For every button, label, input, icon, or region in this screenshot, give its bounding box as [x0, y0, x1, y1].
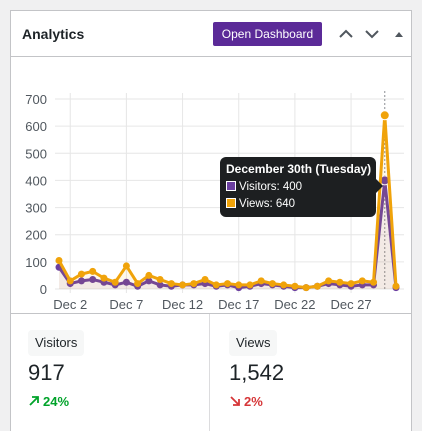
- data-point-views: [291, 282, 299, 290]
- visitors-stat-label: Visitors: [28, 330, 85, 356]
- data-point-views: [212, 281, 220, 289]
- visitors-stat-value: 917: [28, 360, 65, 385]
- data-point-views: [325, 277, 333, 285]
- data-point-views: [55, 257, 63, 264]
- data-point-views: [302, 284, 310, 292]
- tooltip-title: December 30th (Tuesday): [226, 162, 372, 176]
- y-tick-label: 300: [25, 201, 47, 216]
- data-point-views: [280, 281, 288, 289]
- data-point-views: [156, 276, 164, 283]
- caret-up-icon[interactable]: [389, 24, 409, 44]
- views-stat-value: 1,542: [229, 360, 285, 385]
- arrow-down-right-icon: [230, 396, 240, 406]
- data-point-views: [122, 262, 130, 270]
- views-stat-change: 2%: [229, 394, 263, 409]
- x-tick-label: Dec 27: [330, 297, 371, 312]
- views-stat-label: Views: [229, 330, 278, 356]
- data-point-visitors: [122, 278, 130, 286]
- widget-header: Analytics Open Dashboard: [11, 11, 411, 57]
- y-tick-label: 600: [25, 119, 47, 134]
- analytics-chart: 0 100 200 300 400 500 600 700 Dec 2 Dec 7 Dec 12 De…: [11, 58, 411, 312]
- data-point-visitors: [89, 276, 97, 283]
- data-point-views: [224, 280, 231, 288]
- data-point-views: [190, 280, 198, 288]
- x-tick-label: Dec 2: [53, 297, 87, 312]
- data-point-views: [392, 282, 400, 290]
- views-change-value: 2%: [244, 394, 263, 409]
- arrow-up-right-icon: [29, 396, 39, 406]
- data-point-views: [145, 271, 153, 279]
- y-tick-label: 200: [25, 228, 47, 243]
- data-point-views: [201, 276, 209, 283]
- x-tick-label: Dec 22: [274, 297, 315, 312]
- data-point-views: [336, 278, 344, 286]
- data-point-visitors: [156, 281, 164, 289]
- data-point-views: [100, 274, 108, 282]
- chevron-up-icon[interactable]: [336, 24, 356, 44]
- data-point-views: [347, 280, 355, 288]
- y-tick-label: 0: [40, 282, 47, 297]
- data-point-visitors: [145, 277, 153, 285]
- y-tick-label: 400: [25, 173, 47, 188]
- open-dashboard-button[interactable]: Open Dashboard: [213, 22, 322, 46]
- stat-divider: [209, 314, 210, 431]
- data-point-visitors: [77, 277, 85, 285]
- data-point-views: [77, 270, 85, 278]
- data-point-views: [167, 280, 175, 288]
- data-point-views: [179, 281, 187, 289]
- visitors-stat-change: 24%: [28, 394, 69, 409]
- x-tick-label: Dec 12: [162, 297, 203, 312]
- tooltip-views-label: Views: 640: [239, 198, 296, 210]
- tooltip-visitors-label: Visitors: 400: [239, 181, 303, 193]
- data-point-views: [358, 277, 366, 285]
- line-chart: 0 100 200 300 400 500 600 700 Dec 2 Dec 7 Dec 12 De…: [25, 91, 404, 312]
- data-point-views: [379, 110, 390, 121]
- data-point-views: [235, 281, 243, 289]
- data-point-views: [257, 277, 265, 285]
- visitors-change-value: 24%: [43, 394, 70, 409]
- widget-title: Analytics: [22, 26, 85, 42]
- data-point-views: [370, 278, 378, 286]
- tooltip-visitors-row: Visitors: 400: [226, 181, 302, 193]
- visitors-swatch: [226, 181, 236, 191]
- x-tick-label: Dec 7: [109, 297, 143, 312]
- y-tick-label: 700: [25, 92, 47, 107]
- data-point-views: [134, 280, 142, 288]
- data-point-views: [268, 280, 276, 288]
- views-swatch: [226, 198, 236, 208]
- y-tick-label: 100: [25, 255, 47, 270]
- data-point-views: [313, 282, 321, 290]
- data-point-views: [66, 277, 74, 285]
- tooltip-views-row: Views: 640: [226, 198, 295, 210]
- data-point-views: [89, 267, 97, 275]
- x-tick-label: Dec 17: [218, 297, 259, 312]
- stats-row: Visitors 917 24% Views 1,542 2%: [11, 313, 411, 431]
- y-tick-label: 500: [25, 146, 47, 161]
- analytics-widget: Analytics Open Dashboard 0 100 200 300 400 50…: [10, 10, 412, 431]
- data-point-views: [246, 281, 254, 289]
- chevron-down-icon[interactable]: [362, 24, 382, 44]
- chart-tooltip: December 30th (Tuesday) Visitors: 400 Vi…: [220, 157, 383, 217]
- data-point-views: [111, 278, 119, 286]
